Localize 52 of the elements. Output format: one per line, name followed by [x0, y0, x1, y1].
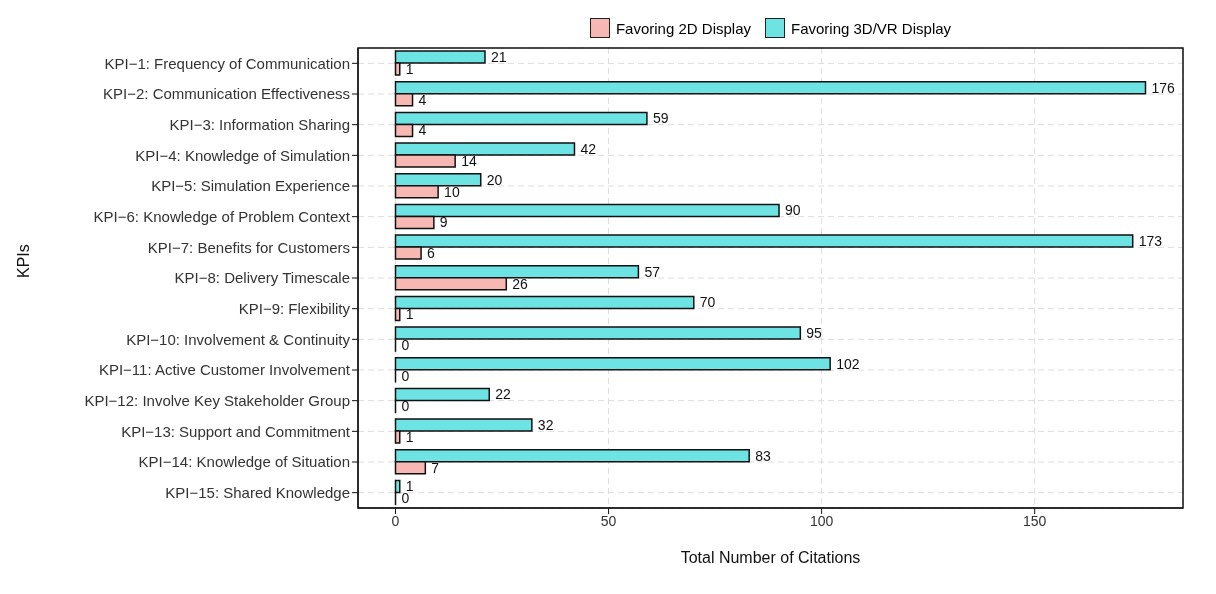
y-tick-label: KPI−6: Knowledge of Problem Context	[93, 207, 351, 225]
data-label: 42	[580, 141, 597, 158]
data-label: 57	[644, 263, 661, 280]
data-label: 59	[652, 110, 669, 127]
y-tick-label: KPI−15: Shared Knowledge	[165, 483, 350, 501]
y-tick-label: KPI−2: Communication Effectiveness	[103, 85, 350, 103]
legend-label: Favoring 2D Display	[614, 18, 751, 38]
data-label: 7	[431, 459, 440, 476]
y-tick-label: KPI−14: Knowledge of Situation	[138, 453, 350, 471]
data-label: 4	[418, 91, 427, 108]
data-label: 102	[836, 355, 860, 372]
data-label: 1	[405, 61, 414, 78]
x-tick-label: 0	[391, 512, 400, 529]
data-label: 21	[490, 49, 507, 66]
data-label: 0	[401, 367, 410, 384]
data-label: 0	[401, 490, 410, 507]
data-label: 20	[486, 171, 503, 188]
data-label: 4	[418, 122, 427, 139]
data-label: 1	[405, 306, 414, 323]
data-label: 0	[401, 337, 410, 354]
data-label: 32	[537, 417, 554, 434]
data-label: 90	[785, 202, 801, 219]
x-tick-label: 150	[1023, 512, 1047, 529]
y-tick-label: KPI−9: Flexibility	[238, 299, 351, 317]
data-label: 70	[699, 294, 716, 311]
x-tick-label: 50	[600, 512, 617, 529]
legend-label: Favoring 3D/VR Display	[790, 18, 952, 38]
data-label: 22	[495, 386, 512, 403]
y-axis-title: KPIs	[14, 244, 32, 278]
data-label: 173	[1138, 233, 1163, 250]
data-label: 83	[755, 447, 771, 464]
data-label: 176	[1151, 79, 1176, 96]
y-tick-label: KPI−12: Involve Key Stakeholder Group	[84, 391, 350, 409]
data-label: 1	[405, 429, 414, 446]
y-tick-label: KPI−5: Simulation Experience	[151, 177, 350, 195]
x-tick-label: 100	[809, 512, 834, 529]
data-label: 9	[439, 214, 448, 231]
y-tick-label: KPI−1: Frequency of Communication	[104, 54, 350, 72]
data-label: 10	[444, 183, 460, 200]
y-tick-label: KPI−11: Active Customer Involvement	[98, 361, 351, 379]
y-tick-label: KPI−3: Information Sharing	[169, 115, 350, 133]
data-label: 14	[461, 153, 477, 170]
y-tick-label: KPI−4: Knowledge of Simulation	[135, 146, 350, 164]
y-tick-label: KPI−10: Involvement & Continuity	[126, 330, 351, 348]
y-tick-label: KPI−13: Support and Commitment	[121, 422, 351, 440]
y-tick-label: KPI−7: Benefits for Customers	[147, 238, 350, 256]
data-label: 0	[401, 398, 410, 415]
data-label: 95	[806, 325, 823, 342]
x-axis-title: Total Number of Citations	[680, 549, 861, 566]
data-label: 26	[512, 275, 529, 292]
data-label: 6	[427, 245, 436, 262]
y-tick-label: KPI−8: Delivery Timescale	[174, 269, 350, 287]
